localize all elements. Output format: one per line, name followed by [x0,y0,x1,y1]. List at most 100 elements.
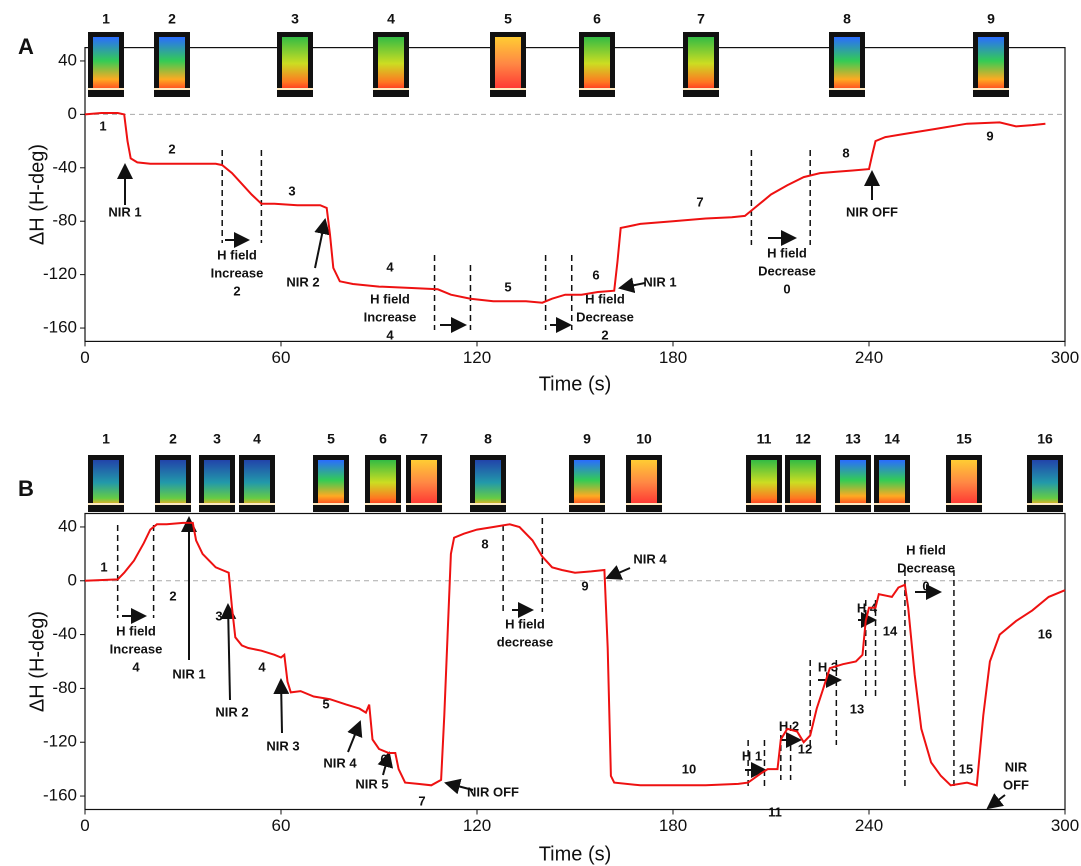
photo-label: 8 [484,431,492,447]
sample-photo [790,460,816,505]
annotation: 11 [768,804,782,819]
plot-frame [85,48,1065,342]
panel-label: A [18,34,34,59]
annotation: Decrease [758,263,816,278]
photo-label: 2 [168,11,176,27]
annotation: 8 [842,145,849,160]
y-tick-label: 0 [68,104,77,123]
annotation: 2 [169,588,176,603]
annotation: NIR [1005,759,1028,774]
photo-label: 14 [884,431,900,447]
sample-photo [282,37,308,90]
photo-label: 9 [583,431,591,447]
photo-label: 10 [636,431,652,447]
annotation: NIR 4 [633,551,667,566]
annotation: NIR OFF [467,784,519,799]
annotation: 14 [883,623,898,638]
figure: A400-40-80-120-160060120180240300Time (s… [0,0,1081,866]
y-tick-label: 0 [68,570,77,589]
panel-label: B [18,476,34,501]
sample-photo [834,37,860,90]
arrow [988,795,1005,808]
y-tick-label: 40 [58,516,77,535]
x-axis-label: Time (s) [539,843,612,865]
sample-photo [160,460,186,505]
sample-photo [495,37,521,90]
annotation: 13 [850,701,864,716]
annotation: NIR 1 [172,666,205,681]
photo-label: 3 [291,11,299,27]
annotation: NIR 3 [266,738,299,753]
sample-photo [631,460,657,505]
y-tick-label: -80 [52,211,77,230]
annotation: NIR 2 [215,704,248,719]
sample-photo [244,460,270,505]
photo-label: 15 [956,431,972,447]
photo-label: 11 [757,431,772,447]
annotation: 2 [233,283,240,298]
x-tick-label: 180 [659,816,687,835]
x-tick-label: 60 [272,348,291,367]
sample-photo [475,460,501,505]
sample-photo [584,37,610,90]
y-tick-label: -120 [43,732,77,751]
photo-label: 6 [379,431,387,447]
y-tick-label: -40 [52,624,77,643]
panel: B400-40-80-120-160060120180240300Time (s… [18,431,1079,866]
x-tick-label: 300 [1051,816,1079,835]
photo-label: 7 [420,431,428,447]
photo-label: 5 [504,11,512,27]
sample-photo [840,460,866,505]
sample-photo [751,460,777,505]
annotation: 4 [386,327,394,342]
annotation: 4 [132,659,140,674]
y-tick-label: -160 [43,318,77,337]
annotation: H field [217,247,257,262]
y-tick-label: -80 [52,678,77,697]
sample-photo [159,37,185,90]
sample-photo [93,460,119,505]
photo-label: 1 [102,11,110,27]
photo-label: 2 [169,431,177,447]
x-tick-label: 120 [463,348,491,367]
annotation: NIR 1 [108,204,141,219]
y-tick-label: 40 [58,50,77,69]
x-tick-label: 180 [659,348,687,367]
annotation: 6 [592,267,599,282]
photo-label: 6 [593,11,601,27]
annotation: 3 [288,183,295,198]
annotation: H 1 [742,748,762,763]
annotation: NIR 2 [286,274,319,289]
arrow [315,220,325,268]
annotation: 8 [481,536,488,551]
photo-label: 7 [697,11,705,27]
annotation: Increase [364,309,417,324]
y-tick-label: -160 [43,786,77,805]
annotation: NIR OFF [846,204,898,219]
sample-photo [951,460,977,505]
annotation: 9 [986,128,993,143]
photo-label: 9 [987,11,995,27]
photo-label: 12 [795,431,811,447]
annotation: H field [767,245,807,260]
annotation: 15 [959,761,973,776]
sample-photo [1032,460,1058,505]
x-tick-label: 240 [855,348,883,367]
photo-label: 3 [213,431,221,447]
x-tick-label: 300 [1051,348,1079,367]
photo-label: 4 [387,11,395,27]
sample-photo [93,37,119,90]
sample-photo [688,37,714,90]
photo-label: 16 [1037,431,1053,447]
annotation: Increase [110,641,163,656]
annotation: decrease [497,634,553,649]
annotation: H field [116,623,156,638]
annotation: H field [370,291,410,306]
annotation: 10 [682,761,696,776]
annotation: Decrease [897,560,955,575]
sample-photo [318,460,344,505]
annotation: Increase [211,265,264,280]
annotation: H field [505,616,545,631]
annotation: 12 [798,741,812,756]
